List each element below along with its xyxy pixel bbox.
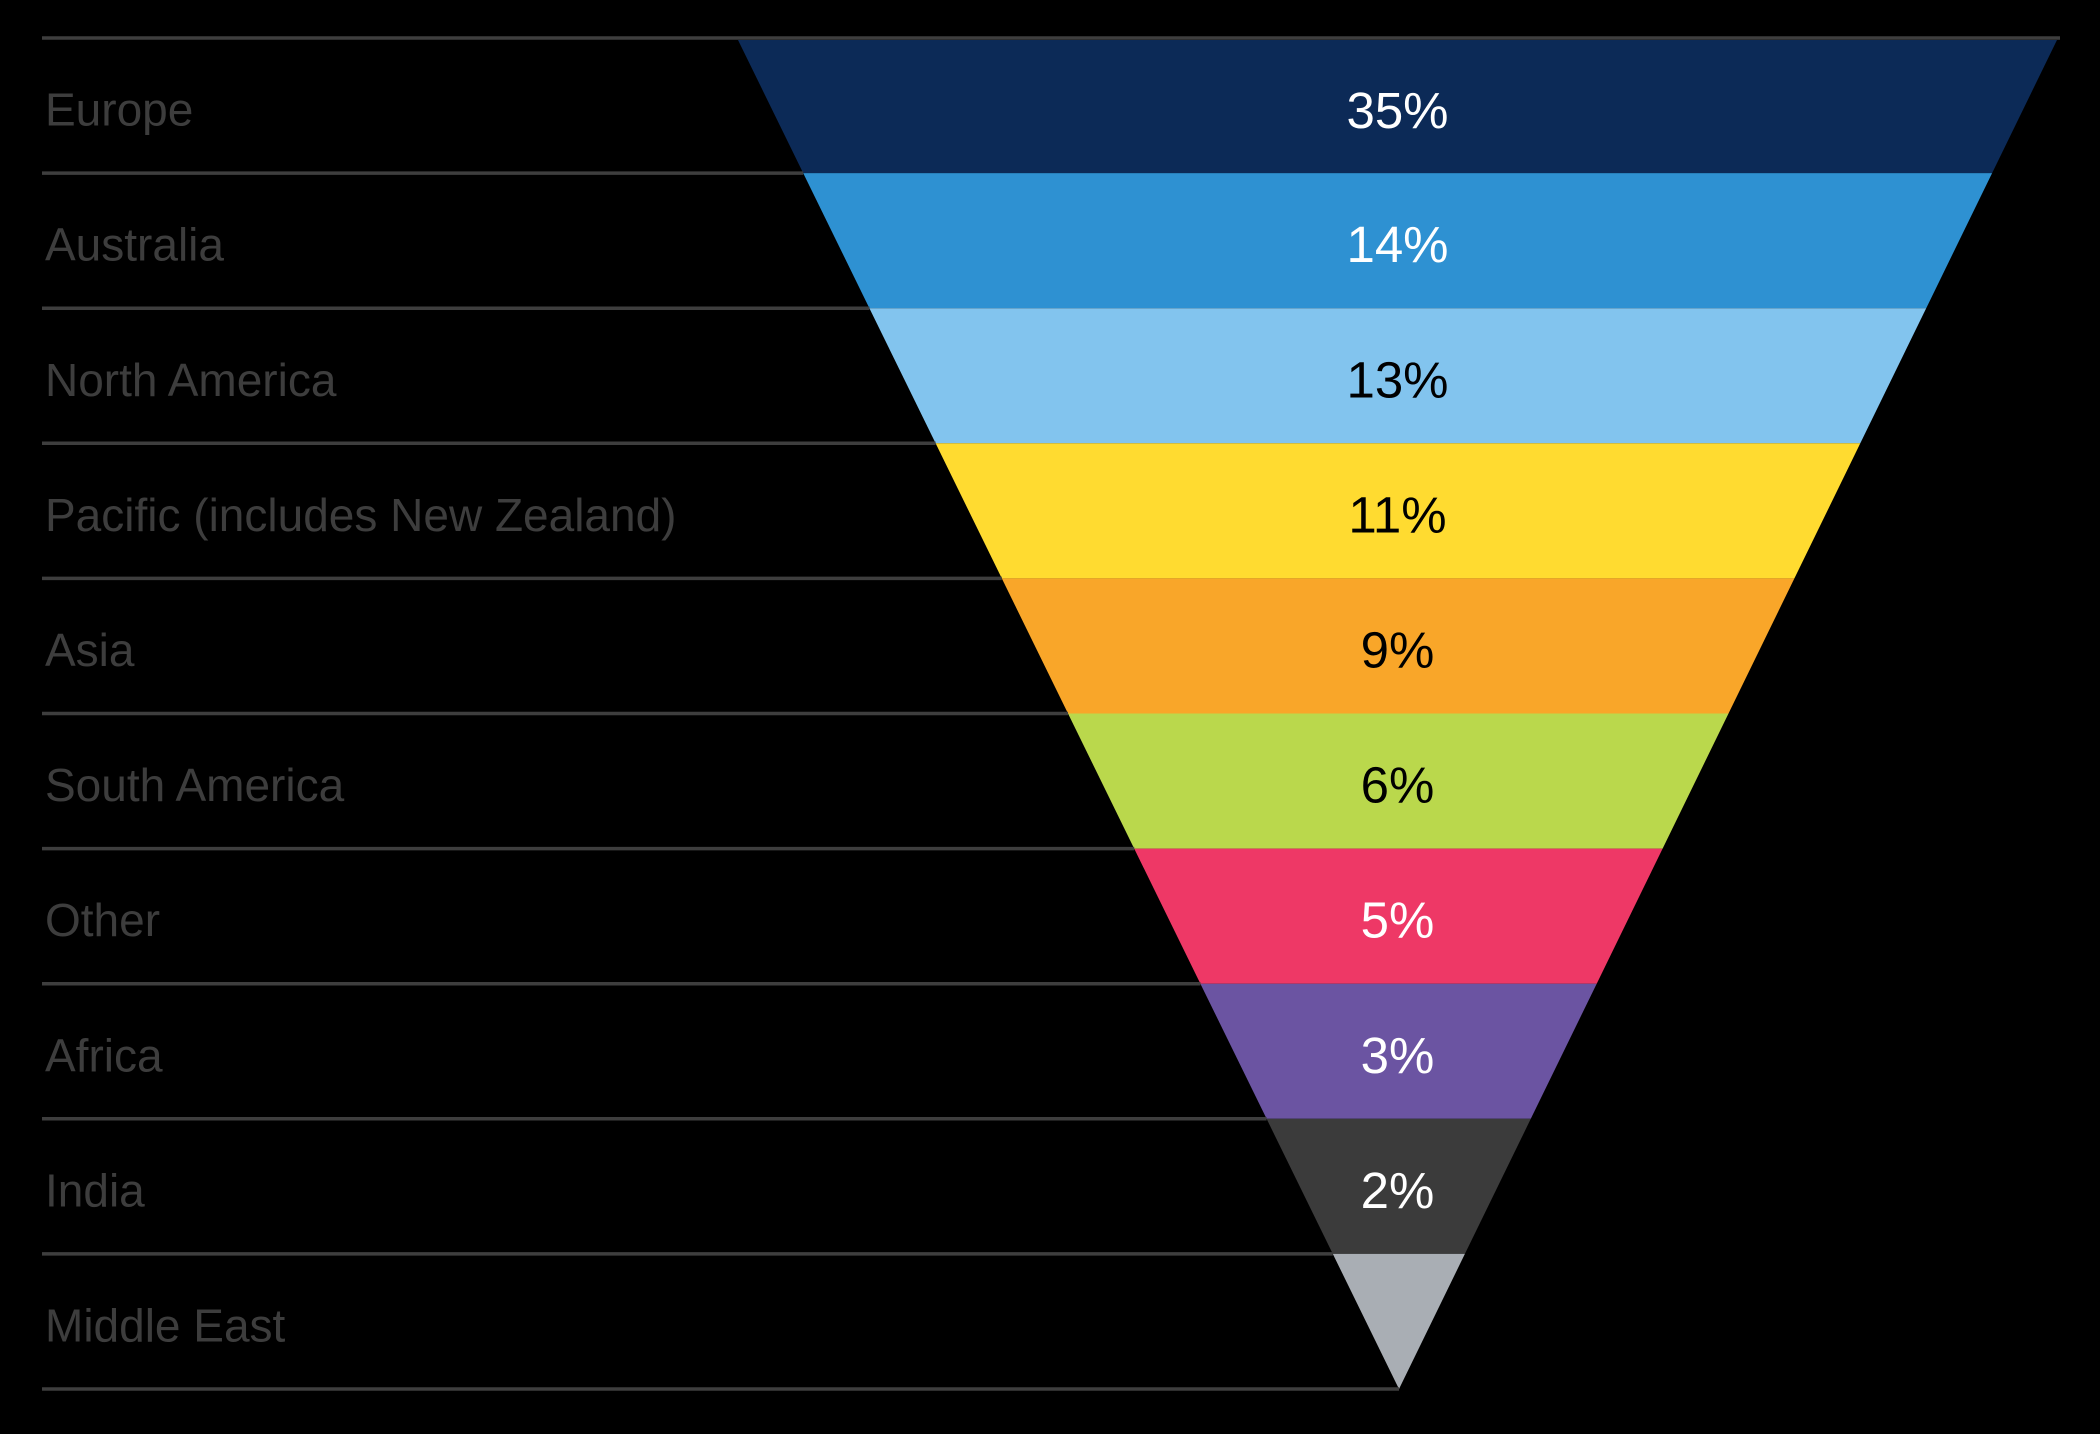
segment-value-label-africa: 3% <box>1361 1027 1435 1084</box>
segment-value-label-asia: 9% <box>1361 622 1435 679</box>
segment-value-label-india: 2% <box>1361 1162 1435 1219</box>
segment-value-label-other: 5% <box>1361 892 1435 949</box>
region-label-asia: Asia <box>45 624 135 676</box>
segment-value-label-australia: 14% <box>1346 216 1448 273</box>
region-label-africa: Africa <box>45 1029 163 1081</box>
segment-value-label-north-america: 13% <box>1346 351 1448 408</box>
region-label-australia: Australia <box>45 219 224 271</box>
region-label-south-america: South America <box>45 759 345 811</box>
funnel-segment-other <box>1134 848 1663 984</box>
funnel-segment-australia <box>803 173 1993 309</box>
funnel-segment-europe <box>738 40 2057 174</box>
funnel-segment-asia <box>1001 578 1795 714</box>
region-label-pacific-includes-new-zealand: Pacific (includes New Zealand) <box>45 489 677 541</box>
region-label-europe: Europe <box>45 84 193 136</box>
funnel-segment-middle-east <box>1332 1253 1465 1389</box>
segment-value-label-europe: 35% <box>1346 82 1448 139</box>
funnel-segment-africa <box>1200 983 1597 1119</box>
funnel-segment-north-america <box>869 308 1927 444</box>
segment-value-label-south-america: 6% <box>1361 757 1435 814</box>
funnel-segment-south-america <box>1068 713 1729 849</box>
region-label-north-america: North America <box>45 354 337 406</box>
funnel-segment-india <box>1266 1118 1531 1254</box>
funnel-segment-pacific-includes-new-zealand <box>935 443 1861 579</box>
region-label-india: India <box>45 1164 145 1216</box>
region-label-middle-east: Middle East <box>45 1299 286 1351</box>
region-label-other: Other <box>45 894 160 946</box>
segment-value-label-pacific-includes-new-zealand: 11% <box>1348 486 1446 543</box>
